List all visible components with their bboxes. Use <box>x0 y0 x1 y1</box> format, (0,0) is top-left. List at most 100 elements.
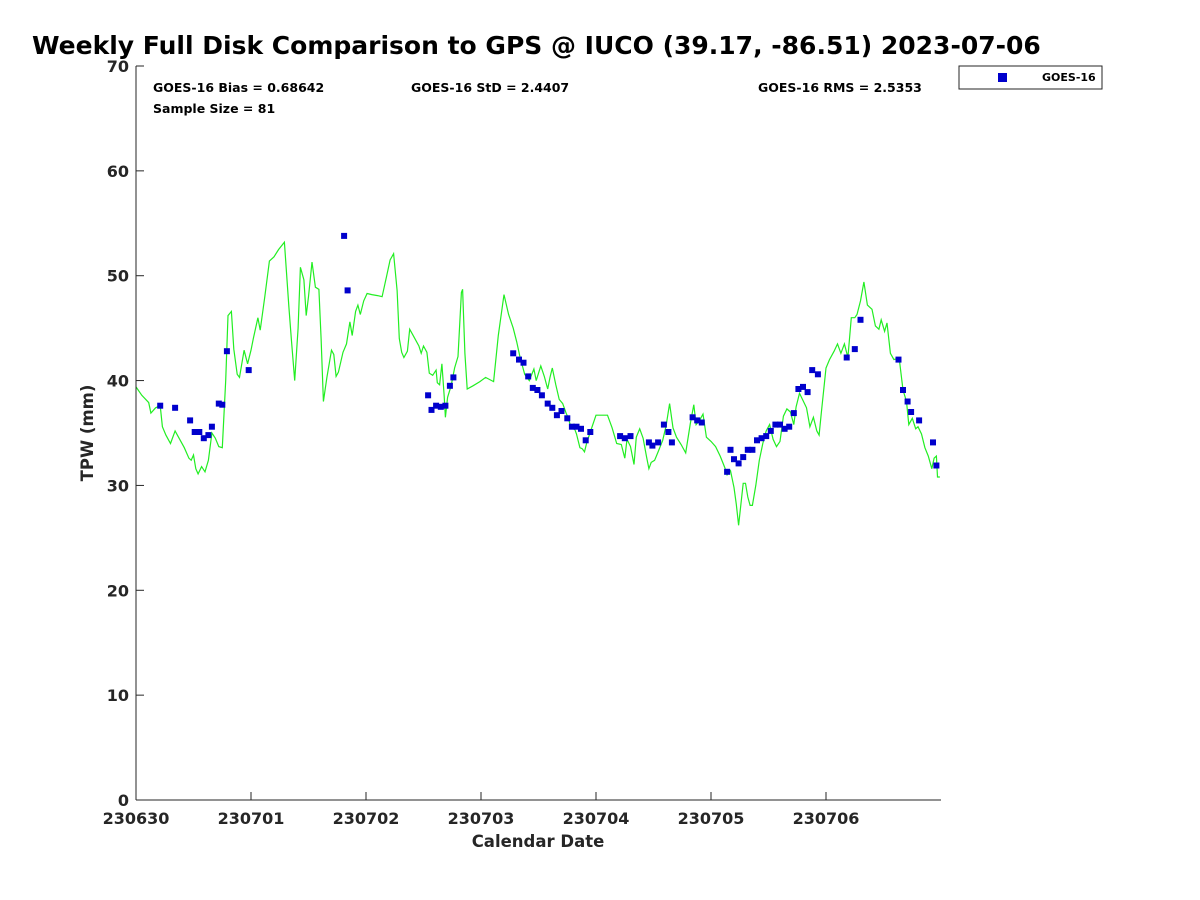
y-tick-label: 20 <box>107 581 129 600</box>
x-tick-label: 230706 <box>793 809 860 828</box>
scatter-point <box>553 412 560 419</box>
scatter-point <box>660 421 667 428</box>
scatter-point <box>655 439 662 446</box>
legend-box <box>958 65 1103 90</box>
scatter-point <box>187 417 194 424</box>
scatter-point <box>744 446 751 453</box>
scatter-point <box>428 406 435 413</box>
scatter-point <box>573 423 580 430</box>
scatter-point <box>727 446 734 453</box>
x-tick-label: 230702 <box>333 809 400 828</box>
plot-area <box>136 66 941 800</box>
y-tick-label: 40 <box>107 372 129 391</box>
scatter-point <box>933 462 940 469</box>
scatter-point <box>510 350 517 357</box>
plot-content <box>135 232 940 526</box>
stat-bias: GOES-16 Bias = 0.68642 <box>153 80 324 95</box>
scatter-point <box>795 386 802 392</box>
x-tick-label: 230701 <box>218 809 285 828</box>
scatter-point <box>219 401 226 408</box>
scatter-point <box>442 402 449 409</box>
scatter-point <box>200 435 207 442</box>
scatter-point <box>649 442 656 449</box>
y-tick-label: 50 <box>107 267 129 286</box>
scatter-point <box>621 435 628 442</box>
scatter-point <box>564 415 571 422</box>
scatter-point <box>568 423 575 430</box>
x-ticks: 230630 230701 230702 230703 230704 230705 2307… <box>103 792 860 828</box>
scatter-point <box>172 404 179 411</box>
scatter-point <box>525 373 532 380</box>
scatter-point <box>800 383 806 390</box>
legend-marker-goes-16 <box>998 73 1007 82</box>
scatter-point <box>549 404 556 411</box>
scatter-point <box>786 423 793 430</box>
legend-label-goes-16: GOES-16 <box>1042 71 1096 84</box>
scatter-points-goes-16 <box>157 232 940 475</box>
scatter-point <box>790 410 797 417</box>
scatter-point <box>804 389 811 396</box>
scatter-point <box>446 382 453 389</box>
scatter-point <box>558 408 565 414</box>
scatter-point <box>245 367 252 374</box>
scatter-point <box>529 384 536 391</box>
y-tick-label: 30 <box>107 476 129 495</box>
scatter-point <box>900 387 906 393</box>
scatter-point <box>223 348 230 355</box>
scatter-point <box>437 403 444 410</box>
scatter-point <box>191 429 198 435</box>
scatter-point <box>627 433 634 440</box>
scatter-point <box>516 356 522 363</box>
scatter-point <box>534 387 541 393</box>
scatter-point <box>544 400 551 407</box>
scatter-point <box>772 421 779 428</box>
scatter-point <box>617 433 624 440</box>
scatter-point <box>698 419 705 426</box>
scatter-point <box>781 425 788 432</box>
x-tick-label: 230630 <box>103 809 170 828</box>
scatter-point <box>205 432 212 439</box>
scatter-point <box>433 402 440 409</box>
scatter-point <box>157 402 164 409</box>
x-tick-label: 230704 <box>563 809 630 828</box>
scatter-point <box>578 425 584 432</box>
scatter-point <box>425 392 432 399</box>
scatter-point <box>538 392 545 399</box>
scatter-point <box>450 374 457 381</box>
scatter-point <box>908 409 915 415</box>
scatter-point <box>668 439 675 446</box>
scatter-point <box>341 232 348 239</box>
scatter-point <box>843 354 850 361</box>
scatter-point <box>735 460 742 467</box>
scatter-point <box>763 433 770 440</box>
y-axis-label: TPW (mm) <box>78 385 97 482</box>
scatter-point <box>777 421 783 428</box>
y-tick-label: 0 <box>118 791 129 810</box>
scatter-point <box>196 429 203 435</box>
scatter-point <box>758 435 765 442</box>
scatter-point <box>851 346 858 353</box>
y-tick-label: 60 <box>107 162 129 181</box>
scatter-point <box>930 439 936 446</box>
scatter-point <box>731 456 737 463</box>
scatter-point <box>694 417 701 424</box>
scatter-point <box>587 429 594 435</box>
scatter-point <box>740 454 747 461</box>
y-tick-label: 70 <box>107 57 129 76</box>
x-axis-label: Calendar Date <box>472 832 605 851</box>
scatter-point <box>665 429 672 435</box>
scatter-point <box>520 359 527 366</box>
scatter-point <box>895 356 902 363</box>
x-tick-label: 230705 <box>678 809 745 828</box>
chart-title: Weekly Full Disk Comparison to GPS @ IUC… <box>32 31 1041 60</box>
scatter-point <box>767 427 774 434</box>
scatter-point <box>809 367 816 374</box>
scatter-point <box>814 371 821 378</box>
scatter-point <box>215 400 222 407</box>
y-ticks: 0 10 20 30 40 50 60 70 <box>107 57 144 810</box>
scatter-point <box>754 437 760 444</box>
scatter-point <box>582 437 589 444</box>
scatter-point <box>344 287 351 294</box>
scatter-point <box>904 398 911 405</box>
